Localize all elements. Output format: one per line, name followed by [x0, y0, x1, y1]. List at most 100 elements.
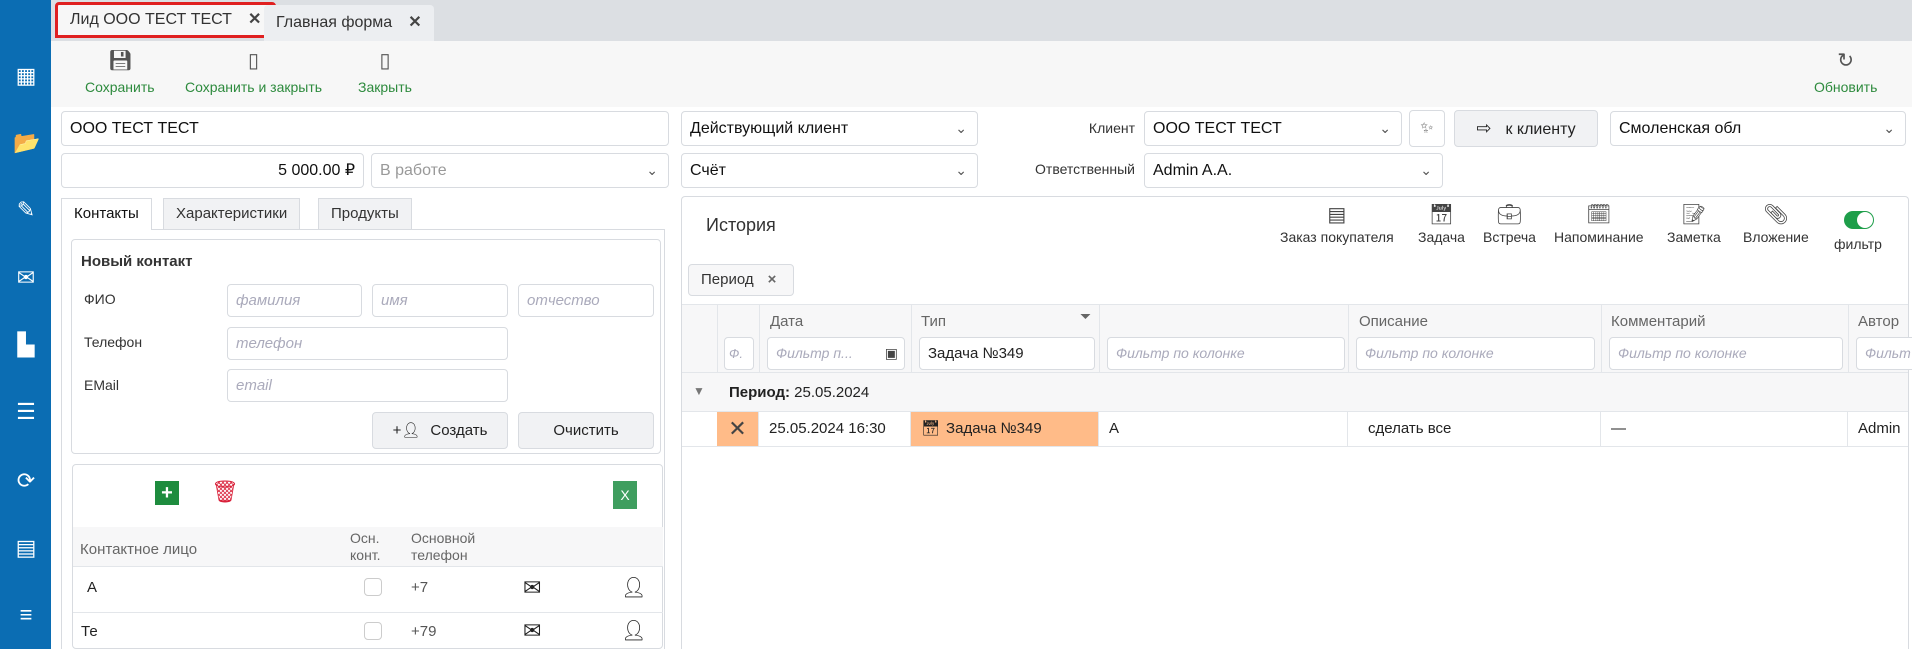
new-contact-title: Новый контакт — [81, 253, 193, 270]
col-type[interactable]: Тип — [921, 313, 947, 330]
receipt-icon: ▤ — [1327, 204, 1347, 226]
paperclip-icon: 📎︎ — [1763, 204, 1789, 226]
tab-products[interactable]: Продукты — [318, 198, 412, 229]
action-note[interactable]: 📝︎ Заметка — [1667, 203, 1721, 245]
row-type[interactable]: 📅︎ Задача №349 — [911, 412, 1099, 447]
middle-name-input[interactable]: отчество — [518, 284, 654, 317]
save-close-button[interactable]: ▯ Сохранить и закрыть — [185, 49, 322, 95]
filter-comment-input[interactable]: Фильтр по колонке — [1609, 337, 1843, 370]
mail-icon[interactable]: ✉ — [16, 265, 36, 290]
last-name-input[interactable]: фамилия — [227, 284, 362, 317]
period-chip[interactable]: Период × — [688, 264, 794, 296]
history-row[interactable]: ✕ 25.05.2024 16:30 📅︎ Задача №349 А сдела… — [682, 412, 1908, 447]
action-label: Вложение — [1743, 229, 1809, 245]
add-user-icon: +👤︎ — [392, 422, 421, 439]
door-icon: ▯ — [379, 50, 391, 72]
close-icon[interactable]: × — [767, 271, 777, 288]
create-contact-button[interactable]: +👤︎ Создать — [372, 412, 508, 449]
filter-author-input[interactable]: Фильт — [1856, 337, 1912, 370]
cancel-x-icon[interactable]: ✕ — [717, 412, 759, 447]
chart-icon[interactable]: ▙ — [17, 332, 35, 357]
excel-export-button[interactable]: X — [613, 481, 637, 509]
mail-icon[interactable]: ✉ — [523, 575, 542, 600]
refresh-button[interactable]: ↻ Обновить — [1814, 49, 1877, 95]
lead-name-input[interactable]: ООО ТЕСТ ТЕСТ — [61, 111, 669, 146]
sync-icon[interactable]: ⟳ — [16, 468, 36, 493]
region-select[interactable]: Смоленская обл ⌄ — [1610, 111, 1906, 146]
calendar-clock-icon[interactable]: ▤ — [15, 535, 37, 560]
main-contact-checkbox[interactable] — [364, 622, 382, 640]
col-date[interactable]: Дата — [770, 313, 804, 330]
plus-icon: + — [161, 482, 173, 504]
mail-icon[interactable]: ✉ — [523, 618, 542, 643]
doc-type-select[interactable]: Счёт ⌄ — [681, 153, 978, 188]
close-button[interactable]: ▯ Закрыть — [358, 49, 412, 95]
tab-characteristics[interactable]: Характеристики — [163, 198, 301, 229]
user-icon[interactable]: 👤︎ — [621, 620, 647, 642]
client-select[interactable]: ООО ТЕСТ ТЕСТ ⌄ — [1144, 111, 1402, 146]
client-type-select[interactable]: Действующий клиент ⌄ — [681, 111, 978, 146]
group-row[interactable] — [682, 373, 1908, 412]
close-icon[interactable]: ✕ — [408, 14, 422, 31]
phone-label: Телефон — [84, 334, 143, 350]
delete-contact-button[interactable]: 🗑︎ — [211, 479, 239, 505]
tab-label: Лид ООО ТЕСТ ТЕСТ — [70, 11, 232, 28]
filter-date-input[interactable]: Фильтр п... ▣ — [767, 337, 905, 370]
phone-input[interactable]: телефон — [227, 327, 508, 360]
col-description[interactable]: Описание — [1359, 313, 1429, 330]
history-title: История — [706, 215, 776, 235]
action-meeting[interactable]: 💼︎ Встреча — [1483, 203, 1536, 245]
filter-toggle[interactable] — [1844, 211, 1874, 229]
chevron-down-icon: ⌄ — [1420, 162, 1432, 178]
checklist-icon[interactable]: ≡ — [19, 602, 33, 627]
filter-description-input[interactable]: Фильтр по колонке — [1356, 337, 1595, 370]
action-attachment[interactable]: 📎︎ Вложение — [1743, 203, 1809, 245]
action-customer-order[interactable]: ▤ Заказ покупателя — [1280, 203, 1394, 245]
calendar-edit-icon: 📅︎ — [1428, 204, 1455, 226]
door-save-icon: ▯ — [248, 50, 260, 72]
contact-row[interactable]: Те +79 ✉ 👤︎ — [73, 613, 663, 649]
col-main-contact: Осн. конт. — [350, 530, 381, 563]
collapse-caret-icon[interactable]: ▼ — [693, 384, 705, 398]
tab-contacts[interactable]: Контакты — [61, 198, 152, 230]
col-author[interactable]: Автор — [1858, 313, 1900, 330]
first-name-input[interactable]: имя — [372, 284, 508, 317]
col-comment[interactable]: Комментарий — [1611, 313, 1706, 330]
filter-type-input[interactable]: Задача №349 — [919, 337, 1095, 370]
add-contact-button[interactable]: + — [155, 481, 179, 505]
create-label: Создать — [430, 422, 488, 439]
row-type-label: Задача №349 — [946, 420, 1042, 437]
responsible-select[interactable]: Admin A.A. ⌄ — [1144, 153, 1443, 188]
tab-lead[interactable]: Лид ООО ТЕСТ ТЕСТ ✕ — [55, 2, 277, 38]
close-icon[interactable]: ✕ — [247, 11, 262, 28]
row-subject: А — [1099, 412, 1348, 447]
email-input[interactable]: email — [227, 369, 508, 402]
list-download-icon[interactable]: ☰ — [16, 399, 36, 424]
user-icon[interactable]: 👤︎ — [621, 577, 647, 599]
to-client-button[interactable]: ⇨ к клиенту — [1454, 110, 1598, 147]
contacts-header — [73, 527, 663, 567]
filter-subject-input[interactable]: Фильтр по колонке — [1107, 337, 1345, 370]
row-comment: — — [1601, 412, 1848, 447]
contact-row[interactable]: А +7 ✉ 👤︎ — [73, 567, 663, 613]
qr-code-icon[interactable]: ▦ — [15, 63, 37, 88]
magic-wand-button[interactable]: ✨︎ — [1409, 110, 1445, 147]
calendar-icon[interactable]: ▣ — [884, 345, 898, 361]
filter-first-input[interactable]: Ф. — [724, 337, 754, 370]
col-main-phone: Основной телефон — [411, 530, 476, 563]
pencil-icon[interactable]: ✎ — [16, 197, 36, 222]
action-task[interactable]: 📅︎ Задача — [1418, 203, 1465, 245]
chip-label: Период — [701, 271, 754, 288]
doc-type-value: Счёт — [690, 162, 726, 179]
tab-main-form[interactable]: Главная форма ✕ — [264, 5, 434, 41]
main-contact-checkbox[interactable] — [364, 578, 382, 596]
status-select[interactable]: В работе ⌄ — [371, 153, 669, 188]
funnel-icon[interactable]: ⏷ — [1080, 308, 1092, 324]
folder-icon[interactable]: 📂 — [13, 130, 41, 155]
save-button[interactable]: 💾︎ Сохранить — [85, 49, 155, 95]
amount-input[interactable]: 5 000.00 ₽ — [61, 153, 364, 188]
action-reminder[interactable]: 🗓︎ Напоминание — [1554, 203, 1644, 245]
region-value: Смоленская обл — [1619, 120, 1742, 137]
chevron-down-icon: ⌄ — [646, 162, 658, 178]
clear-button[interactable]: Очистить — [518, 412, 654, 449]
